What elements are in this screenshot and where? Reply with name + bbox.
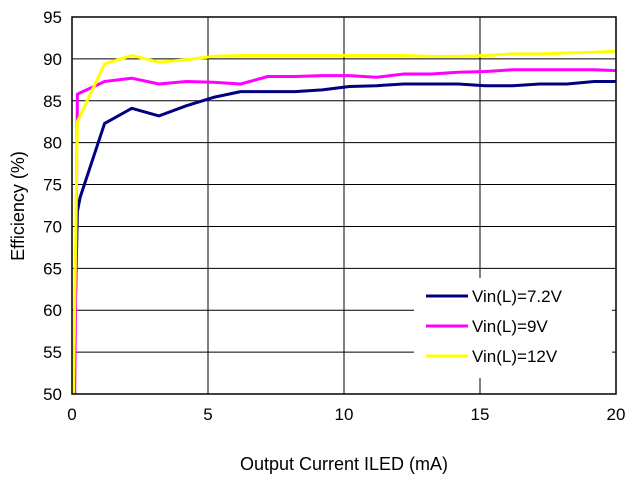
x-tick-label: 15 — [471, 405, 490, 424]
x-tick-label: 20 — [607, 405, 626, 424]
y-tick-label: 90 — [43, 50, 62, 69]
y-tick-label: 70 — [43, 217, 62, 236]
series-lines — [71, 49, 617, 395]
y-tick-label: 95 — [43, 8, 62, 27]
y-tick-label: 65 — [43, 259, 62, 278]
y-tick-label: 60 — [43, 301, 62, 320]
y-tick-label: 50 — [43, 385, 62, 404]
y-tick-label: 75 — [43, 176, 62, 195]
tick-labels: 50 55 60 65 70 75 80 85 90 95 0 5 10 15 20 — [43, 8, 625, 424]
y-tick-label: 55 — [43, 343, 62, 362]
y-tick-label: 85 — [43, 92, 62, 111]
plot-area-border — [71, 16, 617, 395]
x-tick-label: 10 — [335, 405, 354, 424]
legend-label: Vin(L)=12V — [472, 347, 558, 366]
legend-label: Vin(L)=9V — [472, 317, 548, 336]
x-tick-label: 5 — [203, 405, 212, 424]
y-axis-title: Efficiency (%) — [8, 151, 28, 261]
legend: Vin(L)=7.2V Vin(L)=9V Vin(L)=12V — [414, 278, 612, 378]
series-line-2 — [73, 68, 617, 395]
y-tick-label: 80 — [43, 134, 62, 153]
series-line-1 — [73, 80, 616, 336]
series-line-3 — [71, 49, 617, 395]
x-tick-label: 0 — [67, 405, 76, 424]
legend-label: Vin(L)=7.2V — [472, 287, 563, 306]
x-axis-title: Output Current ILED (mA) — [240, 454, 448, 474]
